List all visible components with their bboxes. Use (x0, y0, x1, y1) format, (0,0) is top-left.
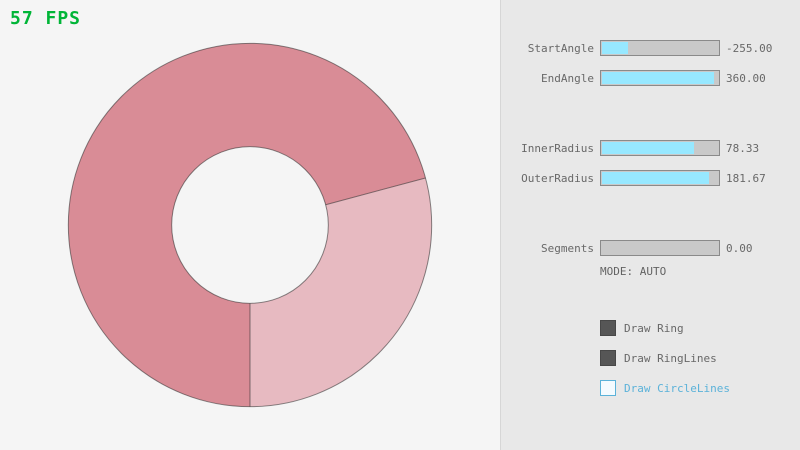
innerradius-slider[interactable] (600, 140, 720, 156)
donut-ring-chart (67, 42, 433, 408)
startangle-slider-fill (602, 42, 628, 54)
outerradius-slider-fill (602, 172, 710, 184)
innerradius-label: InnerRadius (521, 142, 594, 155)
checkbox-draw-ring[interactable]: Draw Ring (600, 320, 790, 336)
checkbox-box-draw-ring[interactable] (600, 320, 616, 336)
checkbox-label-draw-ringlines: Draw RingLines (624, 352, 717, 365)
slider-row-outerradius: OuterRadius 181.67 (0, 170, 800, 186)
checkbox-draw-circlelines[interactable]: Draw CircleLines (600, 380, 790, 396)
slider-row-endangle: EndAngle 360.00 (0, 70, 800, 86)
checkbox-box-draw-circlelines[interactable] (600, 380, 616, 396)
innerradius-value: 78.33 (726, 142, 760, 155)
startangle-value: -255.00 (726, 42, 773, 55)
checkbox-label-draw-ring: Draw Ring (624, 322, 684, 335)
outerradius-slider[interactable] (600, 170, 720, 186)
segments-value: 0.00 (726, 242, 753, 255)
checkbox-box-draw-ringlines[interactable] (600, 350, 616, 366)
outerradius-label: OuterRadius (521, 172, 594, 185)
slider-row-startangle: StartAngle -255.00 (0, 40, 800, 56)
endangle-value: 360.00 (726, 72, 766, 85)
innerradius-slider-fill (602, 142, 695, 154)
segments-slider[interactable] (600, 240, 720, 256)
startangle-slider[interactable] (600, 40, 720, 56)
mode-text: MODE: AUTO (600, 265, 667, 278)
segments-label: Segments (541, 242, 594, 255)
slider-row-innerradius: InnerRadius 78.33 (0, 140, 800, 156)
endangle-label: EndAngle (541, 72, 594, 85)
slider-row-segments: Segments 0.00 (0, 240, 800, 256)
startangle-label: StartAngle (527, 42, 594, 55)
outerradius-value: 181.67 (726, 172, 766, 185)
checkbox-draw-ringlines[interactable]: Draw RingLines (600, 350, 790, 366)
endangle-slider[interactable] (600, 70, 720, 86)
fps-counter: 57 FPS (10, 8, 82, 29)
checkbox-label-draw-circlelines: Draw CircleLines (624, 382, 730, 395)
endangle-slider-fill (602, 72, 715, 84)
